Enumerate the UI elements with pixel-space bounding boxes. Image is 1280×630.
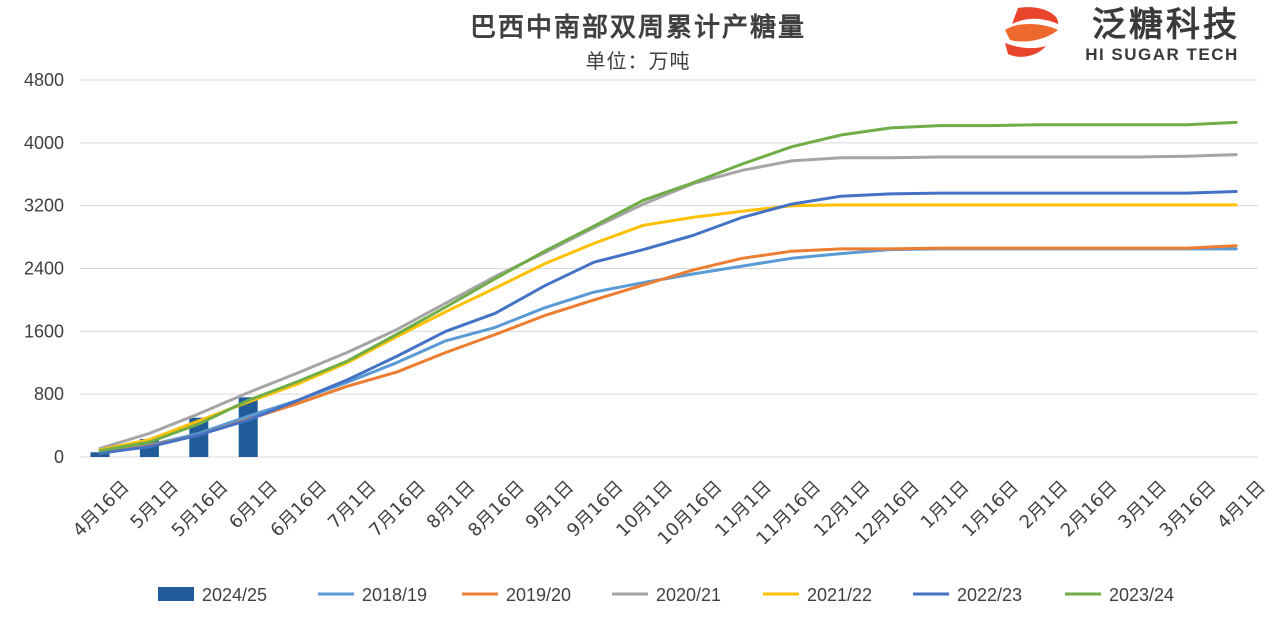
x-axis-ticks: 4月16日5月1日5月16日6月1日6月16日7月1日7月16日8月1日8月16… <box>69 477 1270 550</box>
series-line <box>98 244 1238 455</box>
x-tick-label: 4月1日 <box>1213 477 1270 534</box>
y-tick-label: 4800 <box>24 70 64 90</box>
legend-label: 2024/25 <box>202 585 267 605</box>
series-line <box>98 190 1238 455</box>
legend-label: 2023/24 <box>1109 585 1174 605</box>
bar <box>189 417 209 457</box>
bar-series <box>90 397 258 457</box>
chart-title: 巴西中南部双周累计产糖量 <box>470 12 806 43</box>
y-tick-label: 3200 <box>24 196 64 216</box>
legend-label: 2019/20 <box>506 585 571 605</box>
bar <box>238 397 258 457</box>
y-tick-label: 800 <box>34 384 64 404</box>
x-tick-label: 4月16日 <box>69 477 134 542</box>
grid-lines <box>80 79 1258 458</box>
series-line <box>98 153 1238 450</box>
line-series <box>98 120 1238 455</box>
series-line <box>98 120 1238 453</box>
legend-label: 2021/22 <box>807 585 872 605</box>
logo-name-en: HI SUGAR TECH <box>1085 45 1239 64</box>
y-tick-label: 0 <box>54 447 64 467</box>
legend: 2024/25 2018/19 2019/20 2020/21 2021/22 2022/… <box>158 585 1174 605</box>
logo-name-cn: 泛糖科技 <box>1092 5 1240 45</box>
y-tick-label: 1600 <box>24 321 64 341</box>
logo: 泛糖科技 HI SUGAR TECH <box>1005 5 1240 64</box>
y-axis-ticks: 0 800 1600 2400 3200 4000 4800 <box>24 70 64 467</box>
legend-swatch <box>158 587 194 601</box>
legend-label: 2018/19 <box>362 585 427 605</box>
bar <box>90 452 110 457</box>
legend-label: 2022/23 <box>957 585 1022 605</box>
y-tick-label: 4000 <box>24 133 64 153</box>
y-tick-label: 2400 <box>24 259 64 279</box>
series-line <box>98 247 1238 455</box>
chart-subtitle: 单位：万吨 <box>586 49 691 73</box>
logo-mark-icon <box>1005 7 1059 57</box>
series-line <box>98 203 1238 452</box>
legend-label: 2020/21 <box>656 585 721 605</box>
